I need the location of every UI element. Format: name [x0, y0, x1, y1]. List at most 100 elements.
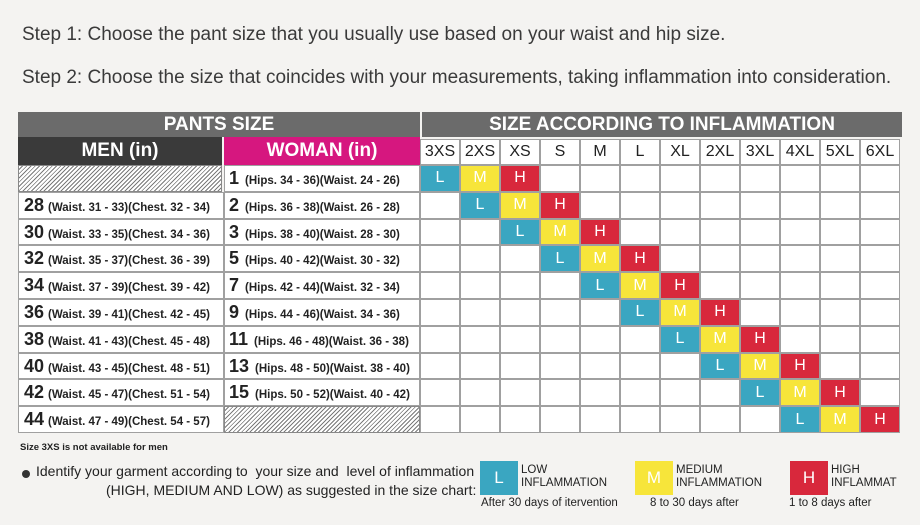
grid-cell: [740, 165, 780, 192]
woman-size: 3: [229, 221, 240, 242]
size-header-5xl: 5XL: [820, 139, 860, 165]
grid-cell: [460, 325, 500, 353]
woman-size: 7: [229, 275, 240, 296]
legend-high-label: HIGH INFLAMMAT: [831, 464, 897, 489]
grid-cell: [860, 299, 900, 326]
low-inflammation-badge: L: [421, 166, 459, 191]
high-inflammation-badge: H: [581, 219, 619, 245]
grid-cell: [820, 218, 860, 246]
high-inflammation-badge: H: [621, 246, 659, 272]
grid-cell: [660, 406, 700, 433]
grid-cell: [620, 165, 660, 192]
men-measurements: (Waist. 39 - 41)(Chest. 42 - 45): [48, 309, 210, 321]
men-cell: [18, 379, 224, 407]
grid-cell: [700, 191, 740, 219]
grid-cell: [460, 218, 500, 246]
woman-size: 15: [229, 382, 250, 403]
woman-cell: [224, 325, 420, 353]
size-header-s: S: [540, 139, 580, 165]
legend-low-label: LOW INFLAMMATION: [521, 464, 608, 489]
men-cell: [18, 272, 224, 299]
men-size-text: 38 (Waist. 41 - 43)(Chest. 45 - 48): [24, 329, 210, 350]
grid-cell: [500, 272, 540, 299]
footnote: Size 3XS is not available for men: [20, 442, 168, 453]
medium-inflammation-badge: M: [661, 300, 699, 325]
legend-low-sub: After 30 days of itervention: [481, 497, 618, 509]
low-inflammation-badge: L: [461, 192, 499, 218]
legend-medium-badge: M: [635, 461, 673, 495]
size-header-4xl: 4XL: [780, 139, 820, 165]
medium-inflammation-badge: M: [541, 219, 579, 245]
bullet-line-1: Identify your garment according to your …: [36, 463, 475, 479]
high-inflammation-badge: H: [781, 353, 819, 379]
grid-cell: [660, 352, 700, 380]
woman-measurements: (Hips. 34 - 36)(Waist. 24 - 26): [245, 175, 400, 187]
size-header-6xl: 6XL: [860, 139, 900, 165]
men-cell: [18, 352, 224, 380]
low-inflammation-badge: L: [781, 407, 819, 432]
pants-size-header: PANTS SIZE: [18, 112, 420, 137]
woman-size: 1: [229, 168, 240, 188]
woman-size: 9: [229, 302, 240, 322]
high-inflammation-badge: H: [861, 407, 899, 432]
grid-cell: [740, 191, 780, 219]
men-size: 38: [24, 328, 45, 349]
grid-cell: [700, 272, 740, 299]
woman-measurements: (Hips. 48 - 50)(Waist. 38 - 40): [255, 362, 410, 375]
low-inflammation-badge: L: [581, 273, 619, 298]
grid-cell: [780, 165, 820, 192]
size-header-3xs: 3XS: [420, 139, 460, 165]
woman-size-text: 9 (Hips. 44 - 46)(Waist. 34 - 36): [229, 302, 400, 323]
bullet-line-2: (HIGH, MEDIUM AND LOW) as suggested in t…: [106, 482, 477, 498]
grid-cell: [500, 299, 540, 326]
men-measurements: (Waist. 31 - 33)(Chest. 32 - 34): [48, 201, 210, 214]
grid-cell: [500, 406, 540, 433]
grid-cell: [860, 379, 900, 407]
grid-cell: [460, 299, 500, 326]
grid-cell: [620, 379, 660, 407]
grid-cell: [700, 379, 740, 407]
woman-size-text: 15 (Hips. 50 - 52)(Waist. 40 - 42): [229, 382, 410, 403]
men-size: 30: [24, 221, 45, 242]
grid-cell: [660, 191, 700, 219]
grid-cell: [420, 191, 460, 219]
grid-cell: [500, 352, 540, 380]
men-measurements: (Waist. 47 - 49)(Chest. 54 - 57): [48, 416, 210, 429]
men-size: 34: [24, 275, 45, 296]
men-cell: [18, 245, 224, 273]
grid-cell: [540, 272, 580, 299]
woman-cell: [224, 352, 420, 380]
legend-medium-sub: 8 to 30 days after: [650, 497, 739, 509]
woman-cell: [224, 379, 420, 407]
men-size-text: 34 (Waist. 37 - 39)(Chest. 39 - 42): [24, 275, 210, 296]
grid-cell: [820, 191, 860, 219]
woman-measurements: (Hips. 36 - 38)(Waist. 26 - 28): [245, 201, 400, 214]
men-measurements: (Waist. 35 - 37)(Chest. 36 - 39): [48, 255, 210, 268]
men-size: 32: [24, 248, 45, 269]
men-size: 44: [24, 409, 45, 430]
legend-high-badge: H: [790, 461, 828, 495]
grid-cell: [540, 406, 580, 433]
size-header-xs: XS: [500, 139, 540, 165]
grid-cell: [500, 379, 540, 407]
grid-cell: [420, 406, 460, 433]
grid-cell: [860, 218, 900, 246]
woman-cell: [224, 165, 420, 192]
men-header: MEN (in): [18, 137, 222, 165]
woman-cell: [224, 245, 420, 273]
men-measurements: (Waist. 33 - 35)(Chest. 34 - 36): [48, 228, 210, 241]
men-cell: [18, 191, 224, 219]
size-header-l: L: [620, 139, 660, 165]
low-inflammation-badge: L: [541, 246, 579, 272]
men-size-text: 28 (Waist. 31 - 33)(Chest. 32 - 34): [24, 195, 210, 216]
medium-inflammation-badge: M: [461, 166, 499, 191]
grid-cell: [460, 379, 500, 407]
grid-cell: [660, 245, 700, 273]
men-size: 42: [24, 382, 45, 403]
grid-cell: [780, 218, 820, 246]
woman-size-text: 3 (Hips. 38 - 40)(Waist. 28 - 30): [229, 222, 400, 243]
grid-cell: [540, 325, 580, 353]
grid-cell: [700, 406, 740, 433]
grid-cell: [540, 165, 580, 192]
step-1-instruction: Step 1: Choose the pant size that you us…: [22, 24, 726, 45]
